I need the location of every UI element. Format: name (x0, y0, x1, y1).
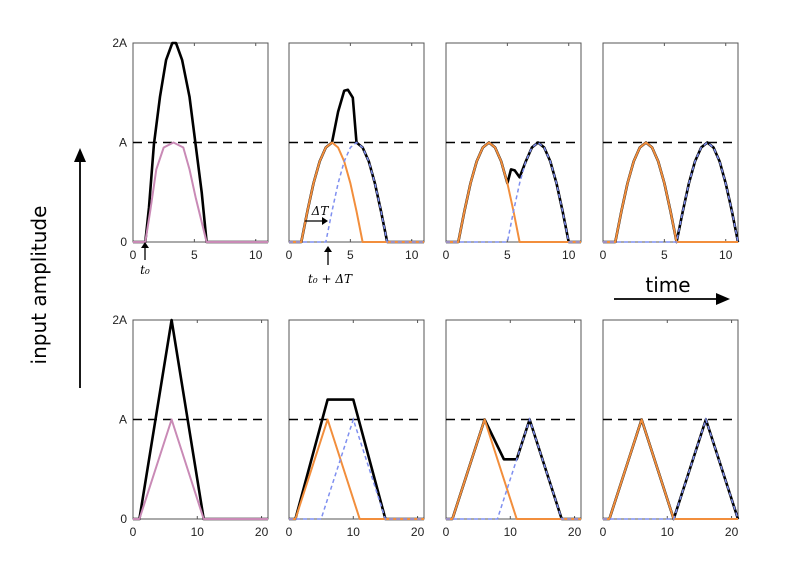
ylabel-text: input amplitude (27, 206, 51, 365)
first-pulse-line (603, 418, 738, 520)
x-tick-label: 20 (411, 525, 425, 539)
ylabel-group: input amplitude (27, 148, 86, 388)
x-tick-label: 10 (504, 525, 518, 539)
y-tick-label: 2A (112, 313, 127, 327)
x-tick-label: 20 (255, 525, 269, 539)
first-pulse-line (133, 141, 268, 243)
first-pulse-line (289, 141, 424, 243)
first-pulse-line (446, 141, 581, 243)
time-label: time (645, 273, 690, 297)
sum-line (603, 418, 740, 521)
x-tick-label: 10 (191, 525, 205, 539)
second-pulse-line (289, 417, 424, 520)
sum-line (133, 41, 268, 244)
first-pulse-line (289, 418, 424, 520)
x-tick-label: 0 (600, 525, 607, 539)
x-tick-label: 10 (719, 248, 733, 262)
panel-r1c1: 0 5 10 0 A 2A (112, 36, 269, 262)
x-tick-label: 20 (568, 525, 582, 539)
y-tick-label: 0 (120, 512, 127, 526)
y-tick-label: 0 (120, 235, 127, 249)
sum-line (446, 141, 581, 244)
x-tick-label: 0 (443, 248, 450, 262)
first-pulse-line (603, 141, 738, 243)
x-tick-label: 10 (347, 525, 361, 539)
panel-r1c4: 0 5 10 (600, 42, 740, 262)
panel-r2c1: 0 10 20 0 A 2A (112, 313, 268, 539)
y-tick-label: A (119, 136, 127, 150)
second-pulse-line (446, 141, 581, 243)
panel-r2c4: 0 10 20 (600, 319, 740, 539)
time-group: time (614, 273, 730, 305)
annotations: t₀ t₀ + ΔT ΔT (140, 204, 353, 286)
t0dt-label: t₀ + ΔT (308, 272, 353, 286)
x-tick-label: 0 (286, 248, 293, 262)
sum-line (289, 88, 424, 244)
second-pulse-line (446, 417, 581, 520)
t0-arrowhead (141, 242, 149, 248)
x-tick-label: 0 (286, 525, 293, 539)
x-tick-label: 0 (130, 525, 137, 539)
panel-r1c2: 0 5 10 (286, 42, 425, 262)
x-tick-label: 0 (600, 248, 607, 262)
t0-label: t₀ (140, 263, 150, 277)
x-tick-label: 5 (347, 248, 354, 262)
t0dt-arrowhead (324, 246, 332, 252)
second-pulse-line (289, 141, 424, 243)
x-tick-label: 10 (405, 248, 419, 262)
x-tick-label: 0 (443, 525, 450, 539)
y-tick-label: 2A (112, 36, 127, 50)
y-tick-label: A (119, 413, 127, 427)
x-tick-label: 0 (130, 248, 137, 262)
x-tick-label: 20 (725, 525, 739, 539)
panel-r2c2: 0 10 20 (286, 319, 425, 539)
sum-line (446, 418, 581, 521)
x-tick-label: 5 (504, 248, 511, 262)
ylabel-arrowhead (74, 148, 86, 162)
first-pulse-line (446, 418, 581, 520)
dt-label: ΔT (311, 204, 330, 218)
second-pulse-line (603, 417, 739, 520)
sum-line (289, 398, 424, 521)
second-pulse-line (603, 141, 739, 243)
x-tick-label: 10 (661, 525, 675, 539)
x-tick-label: 10 (562, 248, 576, 262)
x-tick-label: 10 (249, 248, 263, 262)
x-tick-label: 5 (191, 248, 198, 262)
dt-arrowhead (322, 217, 328, 225)
panel-r1c3: 0 5 10 (443, 42, 582, 262)
time-arrowhead (716, 293, 730, 305)
panel-r2c3: 0 10 20 (443, 319, 582, 539)
x-tick-label: 5 (661, 248, 668, 262)
first-pulse-line (133, 418, 268, 520)
